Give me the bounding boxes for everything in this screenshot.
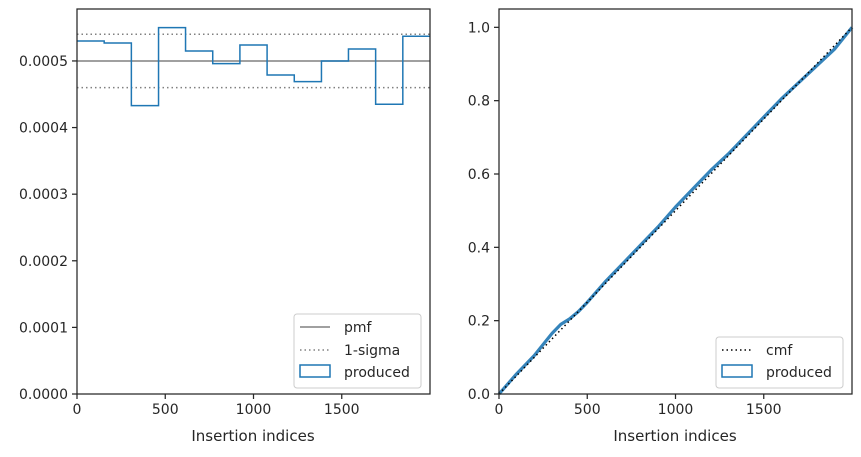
cumulative-ytick-label: 0.6 [468,167,490,183]
histogram-ytick-label: 0.0004 [19,121,68,137]
legend-cmf-label: cmf [766,343,793,359]
cumulative-xtick-label: 1000 [658,402,694,418]
legend-pmf-label: pmf [344,320,373,336]
histogram-plot-area [77,26,430,107]
histogram-xlabel: Insertion indices [191,427,314,445]
cumulative-ticks: 0 500 1000 1500 0.0 0.2 0.4 0.6 0.8 1.0 [468,20,782,418]
cumulative-plot-area [497,26,854,396]
cumulative-legend: cmf produced [715,336,844,389]
cumulative-legend-box [715,336,844,389]
cumulative-ytick-label: 0.0 [468,387,490,403]
histogram-ytick-label: 0.0003 [19,187,68,203]
histogram-ytick-label: 0.0005 [19,54,68,70]
legend-cumulative-produced-label: produced [766,365,832,381]
histogram-xtick-label: 1000 [236,402,272,418]
histogram-legend-box [293,313,422,389]
cmf-line [498,26,853,395]
cumulative-ytick-label: 0.8 [468,94,490,110]
legend-cumulative-produced-swatch [721,364,753,378]
cumulative-ytick-label: 0.2 [468,314,490,330]
cumulative-ytick-label: 1.0 [468,20,490,36]
histogram-ytick-label: 0.0002 [19,254,68,270]
histogram-legend: pmf 1-sigma produced [293,313,422,389]
legend-1sigma-label: 1-sigma [344,343,400,359]
produced-cumulative-line [497,26,854,396]
cumulative-ytick-label: 0.4 [468,240,490,256]
legend-produced-swatch [299,364,331,378]
cumulative-panel: 0 500 1000 1500 0.0 0.2 0.4 0.6 0.8 1.0 Insertion… [468,8,854,445]
histogram-panel: 0 500 1000 1500 0.0000 0.0001 0.0002 0.0003 0.00… [19,8,431,445]
cumulative-xtick-label: 1500 [746,402,782,418]
histogram-xtick-label: 0 [73,402,82,418]
histogram-xtick-label: 500 [152,402,179,418]
cumulative-xtick-label: 500 [574,402,601,418]
cumulative-xtick-label: 0 [495,402,504,418]
histogram-ytick-label: 0.0000 [19,387,68,403]
histogram-xtick-label: 1500 [324,402,360,418]
histogram-ytick-label: 0.0001 [19,320,68,336]
cumulative-frame [498,8,853,395]
produced-step-line [77,26,430,107]
cumulative-xlabel: Insertion indices [613,427,736,445]
histogram-ticks: 0 500 1000 1500 0.0000 0.0001 0.0002 0.0003 0.00… [19,54,360,418]
legend-produced-label: produced [344,365,410,381]
